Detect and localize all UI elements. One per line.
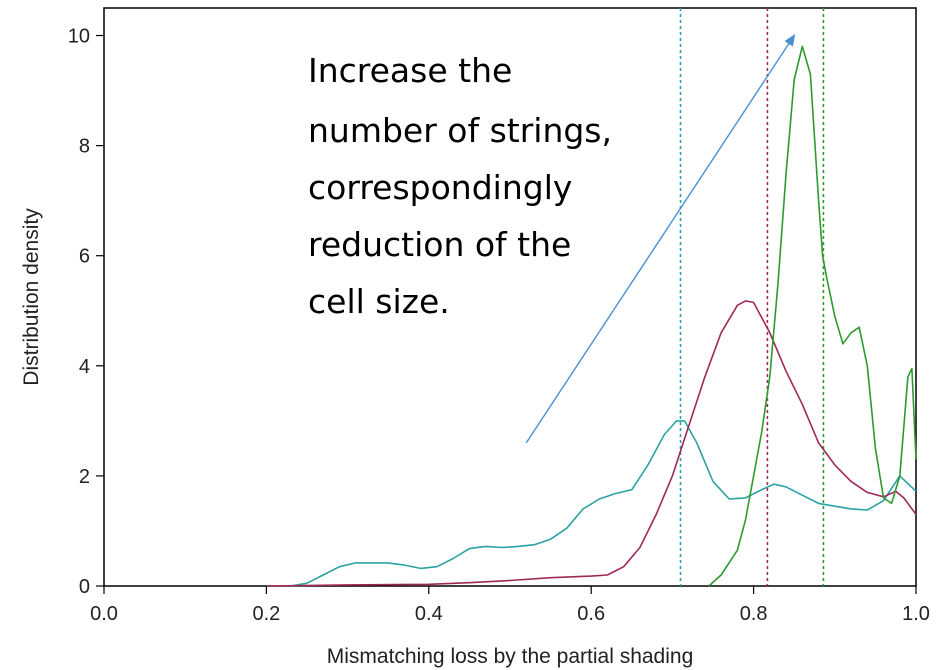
y-tick-label: 4: [79, 356, 90, 378]
mean-lines: [679, 8, 825, 586]
x-tick-label: 0.4: [415, 603, 443, 625]
density-line-2: [266, 300, 917, 587]
y-tick-label: 8: [79, 136, 90, 158]
x-tick-label: 1.0: [902, 603, 930, 625]
y-tick-label: 6: [79, 246, 90, 268]
annotation-line-3: correspondingly: [308, 168, 572, 207]
x-tick-label: 0.2: [252, 603, 280, 625]
annotation: Increase the number of strings, correspo…: [308, 33, 796, 444]
x-tick-label: 0.0: [90, 603, 118, 625]
annotation-arrow: [525, 33, 796, 444]
density-line-1: [290, 420, 917, 587]
y-axis-label: Distribution density: [20, 208, 43, 386]
y-tick-label: 2: [79, 466, 90, 488]
x-axis-label: Mismatching loss by the partial shading: [327, 645, 694, 668]
y-axis: 0 2 4 6 8 10: [68, 26, 104, 598]
x-axis: 0.0 0.2 0.4 0.6 0.8 1.0: [90, 586, 930, 625]
annotation-line-2: number of strings,: [308, 111, 612, 150]
density-series: [266, 45, 917, 587]
plot-frame: [103, 7, 917, 587]
annotation-line-1: Increase the: [308, 51, 512, 90]
x-tick-label: 0.6: [577, 603, 605, 625]
density-line-3: [708, 45, 917, 587]
y-tick-label: 0: [79, 576, 90, 598]
annotation-line-5: cell size.: [308, 282, 450, 321]
annotation-line-4: reduction of the: [308, 225, 571, 264]
y-tick-label: 10: [68, 26, 90, 48]
x-tick-label: 0.8: [740, 603, 768, 625]
